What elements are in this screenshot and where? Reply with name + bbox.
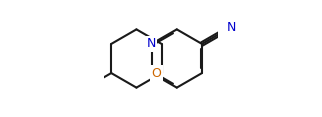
Text: N: N [226, 21, 236, 34]
Text: N: N [147, 37, 156, 50]
Text: O: O [152, 67, 162, 80]
